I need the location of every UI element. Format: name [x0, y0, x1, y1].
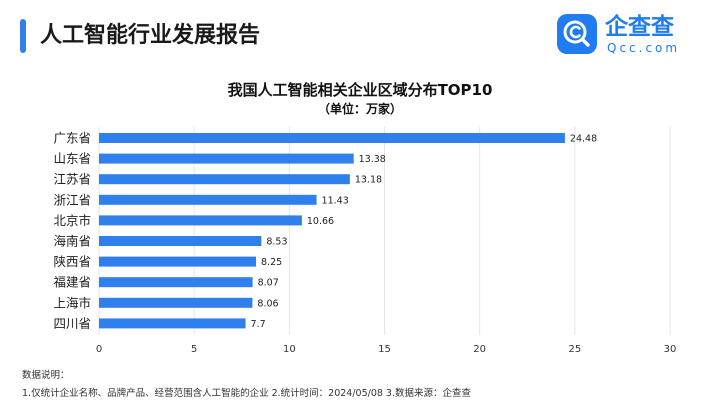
logo-name: 企查查	[605, 14, 674, 40]
bar	[99, 215, 302, 226]
bar	[99, 277, 253, 288]
data-label: 7.7	[251, 319, 266, 330]
data-label: 10.66	[307, 216, 334, 227]
bar	[99, 174, 350, 185]
x-tick-label: 15	[378, 344, 391, 355]
bar	[99, 133, 565, 143]
notes-line: 1.仅统计企业名称、品牌产品、经营范围含人工智能的企业 2.统计时间：2024/…	[22, 388, 471, 399]
qcc-logo: 企查查 Qcc.com	[557, 14, 707, 58]
bar	[99, 236, 262, 246]
category-label: 江苏省	[53, 172, 91, 187]
data-label: 11.43	[322, 195, 349, 206]
chart-subtitle: （单位：万家）	[317, 102, 402, 116]
bar-chart: 0 5 10 15 20 25 30 广东省 24.48 山东省 13.38 江苏省 13.18 浙江省 1…	[53, 127, 677, 355]
data-label: 8.25	[261, 257, 282, 268]
data-label: 13.38	[359, 154, 386, 165]
x-tick-label: 0	[96, 344, 102, 355]
notes-heading: 数据说明：	[22, 370, 70, 381]
data-label: 8.07	[258, 278, 279, 289]
x-tick-label: 20	[473, 344, 486, 355]
category-label: 海南省	[53, 234, 91, 249]
category-label: 北京市	[53, 213, 91, 228]
chart-title: 我国人工智能相关企业区域分布TOP10	[227, 81, 493, 99]
x-tick-label: 25	[568, 344, 581, 355]
report-title: 人工智能行业发展报告	[40, 23, 261, 48]
bar	[99, 153, 354, 164]
title-accent-bar	[20, 19, 26, 53]
x-tick-label: 5	[191, 344, 197, 355]
data-label: 8.53	[266, 237, 287, 248]
category-label: 浙江省	[53, 192, 91, 207]
x-tick-label: 10	[283, 344, 296, 355]
category-label: 山东省	[53, 151, 91, 166]
bar	[99, 318, 246, 329]
category-label: 上海市	[53, 295, 91, 310]
category-label: 广东省	[53, 131, 91, 146]
bar	[99, 256, 257, 267]
qcc-magnifier-logo-icon	[557, 14, 597, 54]
data-label: 13.18	[355, 175, 382, 186]
data-label: 8.06	[257, 298, 278, 309]
bar	[99, 194, 317, 205]
logo-domain: Qcc.com	[607, 41, 681, 55]
x-tick-label: 30	[664, 344, 677, 355]
category-label: 四川省	[53, 316, 91, 331]
data-label: 24.48	[570, 134, 597, 145]
bar	[99, 297, 253, 308]
category-label: 陕西省	[53, 254, 91, 269]
category-label: 福建省	[53, 275, 91, 290]
data-notes: 数据说明： 1.仅统计企业名称、品牌产品、经营范围含人工智能的企业 2.统计时间…	[22, 367, 471, 403]
